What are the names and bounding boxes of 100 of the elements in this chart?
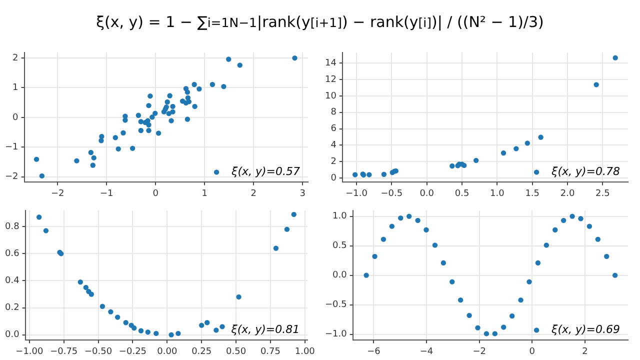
point [108,309,114,314]
y-tick-label: 8 [330,108,337,118]
legend-label: ξ(x, y)=0.69 [550,323,620,336]
point [100,304,106,309]
point [458,297,464,303]
y-tick-label: 1 [12,83,18,94]
point [176,330,181,336]
y-tick-label: 4 [330,140,337,151]
point [36,214,42,220]
point [381,172,387,177]
point [415,218,420,224]
point [578,216,584,222]
y-tick-label: 14 [325,58,337,68]
point [501,324,506,330]
point [34,156,40,162]
point [380,236,386,242]
point [130,146,136,151]
point [450,279,455,284]
x-tick-label: 1 [202,188,208,199]
x-tick-label: −1.00 [16,346,44,357]
point [43,228,49,234]
x-tick-label: −6 [367,346,381,357]
point [83,284,89,290]
point [291,212,296,218]
point [570,214,575,219]
point [475,325,480,330]
point [112,135,118,140]
x-tick-label: −1 [100,188,114,199]
point [492,331,498,336]
point [168,118,174,124]
y-tick-label: 6 [330,124,337,134]
point [500,150,506,156]
y-tick-label: 12 [325,74,336,85]
point [192,82,197,88]
point [450,163,455,169]
x-tick-label: 2.5 [596,188,610,199]
point [552,227,558,232]
point [198,322,204,328]
point [424,227,429,232]
point [612,272,618,278]
point [466,312,472,318]
y-tick-label: 0 [12,112,19,123]
point [586,224,592,229]
point [273,246,279,251]
point [88,150,94,156]
point [146,102,152,108]
point [473,158,479,164]
point [138,128,144,134]
y-tick-label: 0.2 [4,303,20,314]
point [120,130,126,136]
legend-label: ξ(x, y)=0.78 [550,165,620,178]
point [186,99,192,104]
point [406,214,412,219]
point [560,218,566,224]
point [196,86,202,92]
point [604,254,610,260]
x-tick-label: 0.75 [260,346,280,357]
x-tick-label: −1.0 [346,188,368,199]
point [167,93,172,98]
x-tick-label: −0.50 [84,346,112,357]
point [595,236,600,242]
point [164,99,170,105]
y-tick-label: −1 [4,142,18,152]
point [150,114,155,120]
point [136,112,142,118]
point [352,172,358,178]
point [39,173,45,179]
point [145,329,150,335]
point [462,162,467,168]
point [168,332,174,338]
y-tick-label: 10 [325,91,337,102]
x-tick-label: 1.5 [525,188,540,199]
point [432,242,438,248]
x-tick-label: 2.0 [560,188,575,199]
point [114,314,120,320]
y-tick-label: 0 [330,173,337,184]
point [398,215,404,221]
point [152,110,158,116]
point [184,90,190,95]
point [99,134,104,140]
point [91,155,96,160]
x-tick-label: −2 [472,346,486,357]
y-tick-label: 0.0 [332,270,348,281]
x-tick-label: 0.50 [226,346,246,357]
point [204,320,210,326]
x-tick-label: 0.0 [420,188,434,199]
legend-label: ξ(x, y)=0.81 [230,323,300,336]
point [210,82,216,88]
point [170,109,176,114]
x-tick-label: 0 [529,346,536,357]
point [170,104,176,110]
point [389,224,395,229]
y-tick-label: 0.0 [4,330,20,340]
point [221,84,226,90]
y-tick-label: 2 [12,53,18,64]
point [440,260,446,266]
x-tick-label: 0.00 [157,346,178,357]
point [226,56,232,62]
point [156,130,162,136]
point [148,93,153,99]
